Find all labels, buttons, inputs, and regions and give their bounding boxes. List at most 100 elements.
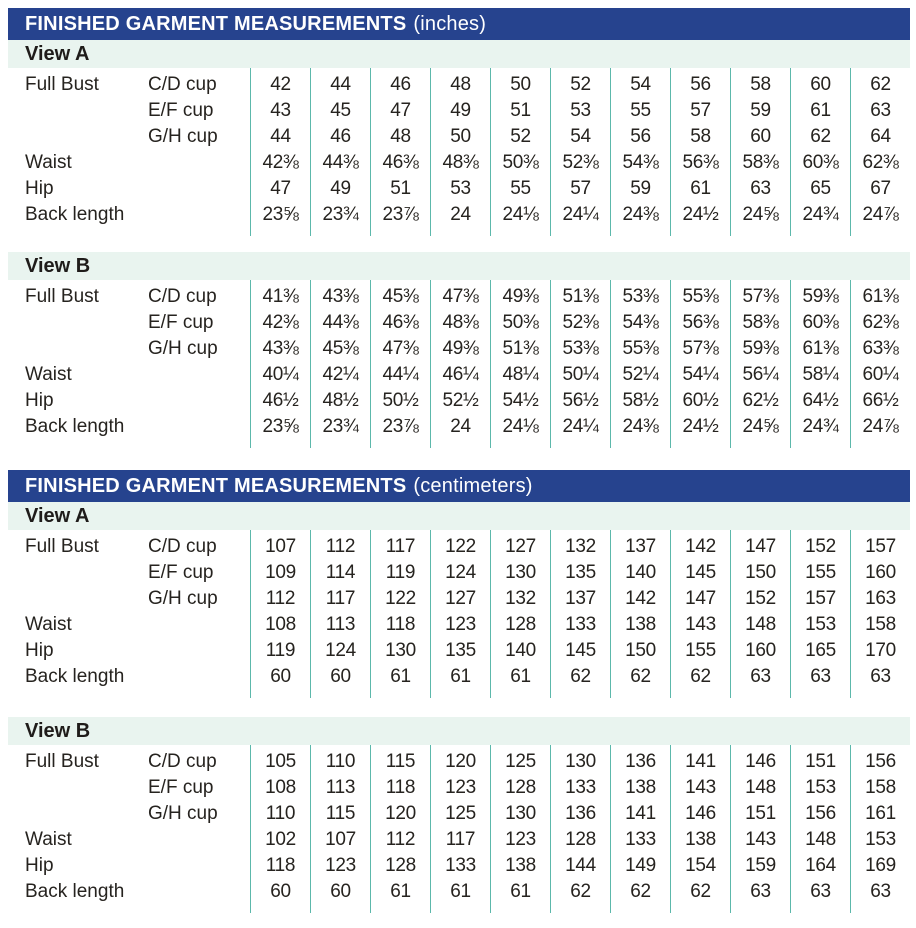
- row-sublabel: [140, 612, 250, 638]
- measurement-value: 114: [310, 560, 370, 586]
- measurement-value: 60: [310, 879, 370, 905]
- section-centimeters: FINISHED GARMENT MEASUREMENTS (centimete…: [8, 470, 910, 913]
- section-inches: FINISHED GARMENT MEASUREMENTS (inches) V…: [8, 8, 910, 448]
- table-padding: [250, 280, 310, 284]
- measurement-value: 58: [730, 72, 790, 98]
- table-padding: [610, 280, 670, 284]
- measurement-value: 24⅛: [490, 414, 550, 440]
- table-padding: [310, 228, 370, 236]
- measurement-value: 146: [670, 801, 730, 827]
- table-padding: [310, 745, 370, 749]
- measurement-value: 48¼: [490, 362, 550, 388]
- measurement-value: 56⅜: [670, 310, 730, 336]
- row-label: Full Bust: [25, 751, 99, 772]
- table-padding: [310, 68, 370, 72]
- measurement-value: 136: [610, 749, 670, 775]
- table-padding: [8, 440, 140, 448]
- measurement-value: 50⅜: [490, 150, 550, 176]
- section-header-centimeters: FINISHED GARMENT MEASUREMENTS (centimete…: [8, 470, 910, 502]
- measurement-value: 109: [250, 560, 310, 586]
- table-padding: [790, 905, 850, 913]
- table-padding: [670, 745, 730, 749]
- table-padding: [670, 280, 730, 284]
- measurement-value: 138: [670, 827, 730, 853]
- measurement-value: 46: [310, 124, 370, 150]
- measurement-value: 61: [430, 664, 490, 690]
- measurement-value: 130: [370, 638, 430, 664]
- measurement-value: 47⅜: [370, 336, 430, 362]
- measurement-value: 51: [490, 98, 550, 124]
- measurement-value: 54: [610, 72, 670, 98]
- measurement-value: 112: [250, 586, 310, 612]
- measurement-value: 54⅜: [610, 310, 670, 336]
- measurement-value: 24⅞: [850, 202, 910, 228]
- measurement-value: 62: [670, 879, 730, 905]
- measurement-value: 140: [610, 560, 670, 586]
- measurement-value: 53⅜: [550, 336, 610, 362]
- table-padding: [550, 690, 610, 698]
- measurement-value: 52½: [430, 388, 490, 414]
- table-padding: [370, 440, 430, 448]
- measurement-value: 52: [490, 124, 550, 150]
- measurement-value: 62½: [730, 388, 790, 414]
- table-padding: [610, 690, 670, 698]
- measurement-value: 50¼: [550, 362, 610, 388]
- table-padding: [730, 280, 790, 284]
- row-sublabel: C/D cup: [148, 751, 217, 772]
- measurement-value: 47: [370, 98, 430, 124]
- measurement-value: 133: [550, 612, 610, 638]
- table-padding: [140, 228, 250, 236]
- table-padding: [790, 690, 850, 698]
- measurement-value: 24⅜: [610, 202, 670, 228]
- measurement-value: 63: [850, 879, 910, 905]
- measurement-value: 115: [310, 801, 370, 827]
- measurement-value: 23⅞: [370, 414, 430, 440]
- row-sublabel: G/H cup: [148, 803, 218, 824]
- measurement-value: 161: [850, 801, 910, 827]
- measurement-value: 42¼: [310, 362, 370, 388]
- measurement-value: 153: [790, 612, 850, 638]
- measurement-value: 61: [370, 879, 430, 905]
- measurement-value: 47: [250, 176, 310, 202]
- table-padding: [850, 68, 910, 72]
- measurement-value: 23¾: [310, 414, 370, 440]
- table-padding: [610, 68, 670, 72]
- table-padding: [730, 905, 790, 913]
- measurement-value: 147: [670, 586, 730, 612]
- measurement-value: 24⅝: [730, 414, 790, 440]
- table-padding: [8, 905, 140, 913]
- view-a-heading-inches: View A: [8, 40, 910, 68]
- measurement-value: 105: [250, 749, 310, 775]
- measurement-value: 142: [670, 534, 730, 560]
- measurement-value: 108: [250, 775, 310, 801]
- measurement-value: 156: [850, 749, 910, 775]
- row-label: Waist: [25, 152, 72, 173]
- measurement-value: 62: [790, 124, 850, 150]
- measurement-value: 62: [670, 664, 730, 690]
- measurement-value: 113: [310, 612, 370, 638]
- measurement-value: 138: [610, 775, 670, 801]
- table-padding: [730, 745, 790, 749]
- measurement-value: 61: [490, 664, 550, 690]
- measurement-value: 147: [730, 534, 790, 560]
- measurement-value: 53: [550, 98, 610, 124]
- table-padding: [730, 690, 790, 698]
- measurement-value: 148: [790, 827, 850, 853]
- measurement-value: 62: [550, 879, 610, 905]
- row-sublabel: [140, 150, 250, 176]
- row-sublabel: C/D cup: [148, 536, 217, 557]
- measurement-value: 143: [670, 612, 730, 638]
- table-padding: [430, 68, 490, 72]
- measurement-value: 44⅜: [310, 150, 370, 176]
- measurement-value: 60: [310, 664, 370, 690]
- measurement-value: 51: [370, 176, 430, 202]
- row-sublabel: E/F cup: [148, 562, 214, 583]
- row-sublabel: [140, 362, 250, 388]
- row-label: Back length: [25, 416, 125, 437]
- table-padding: [370, 690, 430, 698]
- measurement-value: 118: [370, 775, 430, 801]
- row-label: Back length: [25, 666, 125, 687]
- table-padding: [490, 745, 550, 749]
- table-padding: [790, 440, 850, 448]
- measurement-value: 160: [850, 560, 910, 586]
